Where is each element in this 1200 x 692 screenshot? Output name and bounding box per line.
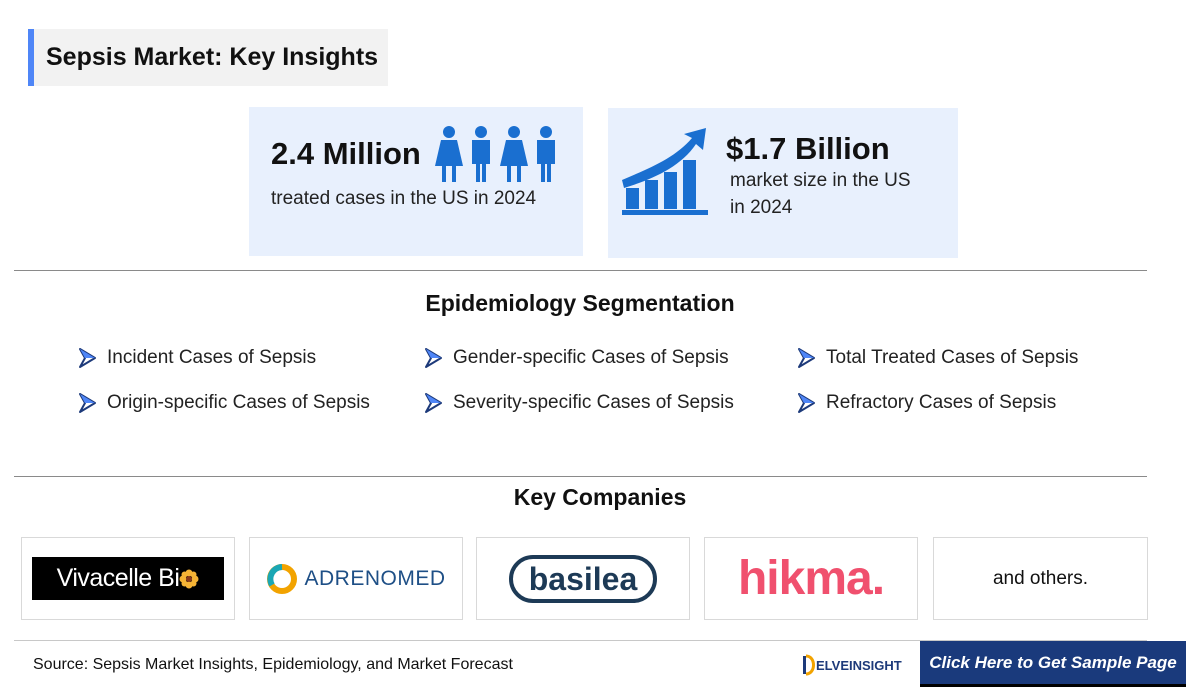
market-size-value: $1.7 Billion [726,131,890,166]
treated-cases-value: 2.4 Million [271,136,421,171]
chevron-right-icon [79,348,96,368]
seg-item-total-treated: Total Treated Cases of Sepsis [797,347,1078,369]
seg-item-label: Total Treated Cases of Sepsis [826,347,1079,368]
source-text: Source: Sepsis Market Insights, Epidemio… [33,656,513,673]
chevron-right-icon [798,348,815,368]
company-card-adrenomed[interactable]: ADRENOMED [249,537,463,620]
vivacelle-logo-text: Vivacelle Bi [56,564,180,592]
companies-title: Key Companies [513,484,687,510]
epidemiology-title: Epidemiology Segmentation [425,290,735,316]
adrenomed-logo-text: ADRENOMED [304,566,446,590]
page-title: Sepsis Market: Key Insights [46,43,379,71]
divider-middle [14,476,1147,477]
treated-cases-description: treated cases in the US in 2024 [271,188,537,209]
seg-item-incident: Incident Cases of Sepsis [78,347,316,369]
company-card-others: and others. [933,537,1148,620]
market-size-desc-line1: market size in the US [730,170,911,191]
chevron-right-icon [425,348,442,368]
company-card-hikma[interactable]: hikma. [704,537,918,620]
delveinsight-logo-text: ELVEINSIGHT [816,657,902,673]
seg-item-label: Origin-specific Cases of Sepsis [107,392,370,413]
seg-item-label: Refractory Cases of Sepsis [826,392,1057,413]
chevron-right-icon [425,393,442,413]
seg-item-severity: Severity-specific Cases of Sepsis [424,392,734,414]
seg-item-label: Incident Cases of Sepsis [107,347,317,368]
flower-icon [179,569,199,588]
market-size-description: market size in the US in 2024 [730,167,940,221]
people-icon [435,126,555,182]
title-box: Sepsis Market: Key Insights [28,29,388,86]
delveinsight-mark-icon [803,654,815,676]
company-card-basilea[interactable]: basilea [476,537,690,620]
seg-item-label: Gender-specific Cases of Sepsis [453,347,729,368]
basilea-logo: basilea [508,554,658,603]
seg-item-origin: Origin-specific Cases of Sepsis [78,392,370,414]
delveinsight-logo[interactable]: ELVEINSIGHT [802,654,902,676]
chevron-right-icon [798,393,815,413]
market-size-desc-line2: in 2024 [730,197,793,218]
company-card-vivacelle[interactable]: Vivacelle Bi [21,537,235,620]
adrenomed-logo: ADRENOMED [266,563,445,595]
hikma-logo: hikma. [737,552,885,605]
treated-cases-card: 2.4 Million treated cases in the US in 2… [249,107,583,256]
seg-item-gender: Gender-specific Cases of Sepsis [424,347,729,369]
seg-item-refractory: Refractory Cases of Sepsis [797,392,1056,414]
market-size-card: $1.7 Billion market size in the US in 20… [608,108,958,258]
chevron-right-icon [79,393,96,413]
growth-chart-icon [622,128,708,215]
divider-top [14,270,1147,271]
seg-item-label: Severity-specific Cases of Sepsis [453,392,734,413]
vivacelle-logo: Vivacelle Bi [32,557,224,600]
ring-icon [267,563,298,594]
others-label: and others. [992,567,1089,589]
divider-bottom [14,640,1147,641]
get-sample-page-button[interactable]: Click Here to Get Sample Page [920,641,1186,687]
